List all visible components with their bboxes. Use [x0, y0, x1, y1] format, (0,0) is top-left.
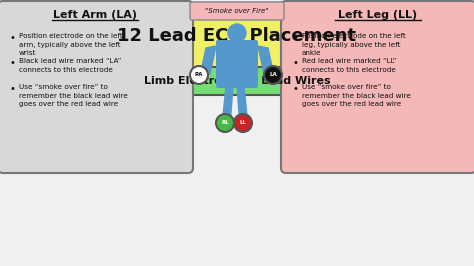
Text: Use “smoke over fire” to
remember the black lead wire
goes over the red lead wir: Use “smoke over fire” to remember the bl…: [302, 84, 411, 107]
Polygon shape: [258, 46, 274, 76]
Text: •: •: [293, 58, 299, 68]
Text: "Smoke over Fire": "Smoke over Fire": [205, 8, 269, 14]
Text: LA: LA: [269, 73, 277, 77]
Ellipse shape: [272, 77, 280, 81]
Text: •: •: [293, 84, 299, 94]
Text: RL: RL: [221, 120, 229, 126]
Circle shape: [216, 114, 234, 132]
Text: •: •: [10, 58, 16, 68]
Circle shape: [264, 66, 282, 84]
Circle shape: [404, 2, 468, 66]
Text: RA: RA: [195, 73, 203, 77]
FancyBboxPatch shape: [83, 3, 391, 71]
Text: Black lead wire marked “LA”
connects to this electrode: Black lead wire marked “LA” connects to …: [19, 58, 121, 73]
Ellipse shape: [239, 127, 248, 131]
Circle shape: [6, 2, 70, 66]
Polygon shape: [237, 86, 248, 126]
FancyBboxPatch shape: [190, 2, 284, 20]
Bar: [234, 39, 240, 44]
Text: ☺: ☺: [429, 22, 443, 35]
Text: ☺: ☺: [31, 22, 45, 35]
Text: Position electrode on the left
arm, typically above the left
wrist: Position electrode on the left arm, typi…: [19, 33, 123, 56]
Circle shape: [234, 114, 252, 132]
FancyBboxPatch shape: [281, 1, 474, 173]
Polygon shape: [222, 86, 233, 126]
Text: •: •: [293, 33, 299, 43]
Text: •: •: [10, 84, 16, 94]
Text: Left Leg (LL): Left Leg (LL): [338, 10, 418, 20]
Polygon shape: [200, 46, 216, 76]
FancyBboxPatch shape: [216, 40, 258, 88]
Ellipse shape: [221, 127, 230, 131]
Ellipse shape: [194, 77, 202, 81]
Text: Use “smoke over fire” to
remember the black lead wire
goes over the red lead wir: Use “smoke over fire” to remember the bl…: [19, 84, 128, 107]
Text: Red lead wire marked “LL”
connects to this electrode: Red lead wire marked “LL” connects to th…: [302, 58, 396, 73]
Text: •: •: [10, 33, 16, 43]
Text: Limb Electrodes & Lead Wires: Limb Electrodes & Lead Wires: [144, 76, 330, 86]
FancyBboxPatch shape: [0, 1, 193, 173]
Text: LL: LL: [239, 120, 246, 126]
Text: 12 Lead ECG Placement: 12 Lead ECG Placement: [118, 27, 356, 45]
Text: ♥: ♥: [34, 37, 42, 47]
Circle shape: [190, 66, 208, 84]
Circle shape: [228, 24, 246, 42]
Text: Position electrode on the left
leg, typically above the left
ankle: Position electrode on the left leg, typi…: [302, 33, 406, 56]
Text: Left Arm (LA): Left Arm (LA): [53, 10, 137, 20]
FancyBboxPatch shape: [117, 67, 357, 95]
Text: ♥: ♥: [432, 37, 440, 47]
